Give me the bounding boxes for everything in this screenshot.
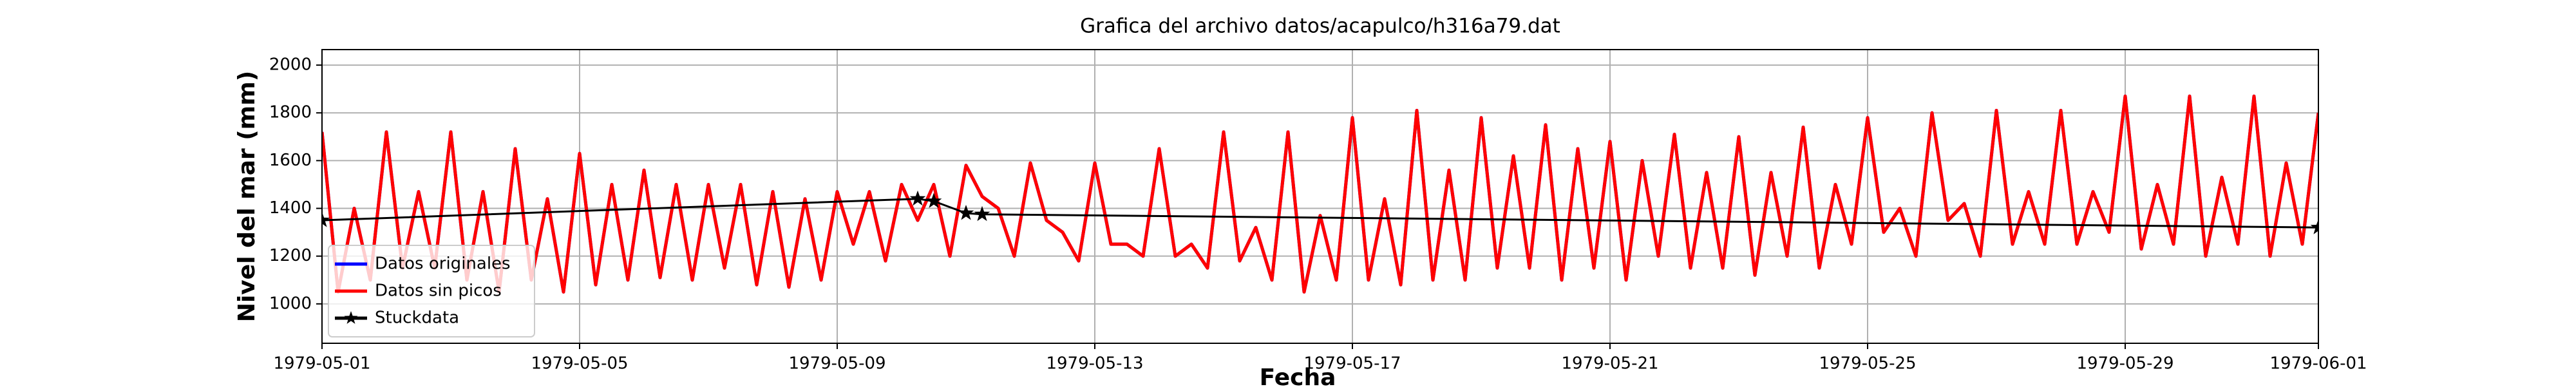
star-marker	[925, 193, 942, 208]
legend-box	[328, 245, 535, 337]
x-tick-label: 1979-06-01	[2269, 354, 2367, 374]
x-tick-label: 1979-05-17	[1303, 354, 1401, 374]
x-tick-label: 1979-05-01	[273, 354, 370, 374]
y-tick-label: 1000	[269, 294, 312, 313]
x-tick-label: 1979-05-05	[531, 354, 628, 374]
series-line	[322, 198, 2318, 229]
legend-label: Datos sin picos	[375, 281, 502, 301]
y-tick-label: 1800	[269, 103, 312, 122]
axes-frame	[321, 49, 2319, 344]
series-line	[322, 94, 2318, 294]
x-tick-label: 1979-05-13	[1046, 354, 1143, 374]
y-tick-label: 1200	[269, 246, 312, 265]
legend: Datos originales Datos sin picos Stuckdata	[328, 245, 535, 337]
chart-title: Grafica del archivo datos/acapulco/h316a…	[1080, 15, 1560, 38]
legend-label: Stuckdata	[375, 308, 459, 328]
grid	[321, 50, 2319, 343]
star-marker	[2310, 219, 2318, 234]
legend-marker	[344, 311, 358, 324]
star-marker	[322, 212, 330, 227]
x-tick-label: 1979-05-25	[1819, 354, 1916, 374]
y-axis-label: Nivel del mar (mm)	[234, 71, 260, 322]
plot-area	[322, 94, 2318, 294]
x-tick-label: 1979-05-21	[1561, 354, 1658, 374]
y-tick-label: 1400	[269, 198, 312, 218]
legend-label: Datos originales	[375, 254, 511, 274]
y-tick-label: 1600	[269, 151, 312, 170]
x-tick-label: 1979-05-09	[788, 354, 886, 374]
y-tick-label: 2000	[269, 55, 312, 75]
star-marker	[958, 205, 974, 220]
ticks: 1000 1200 1400 1600 1800 2000 1979-05-01 1979-0…	[269, 55, 2367, 374]
star-marker	[909, 190, 926, 206]
star-marker	[974, 205, 990, 222]
series-line	[322, 94, 2318, 294]
x-tick-label: 1979-05-29	[2076, 354, 2174, 374]
x-axis-label: Fecha	[1260, 365, 1336, 386]
